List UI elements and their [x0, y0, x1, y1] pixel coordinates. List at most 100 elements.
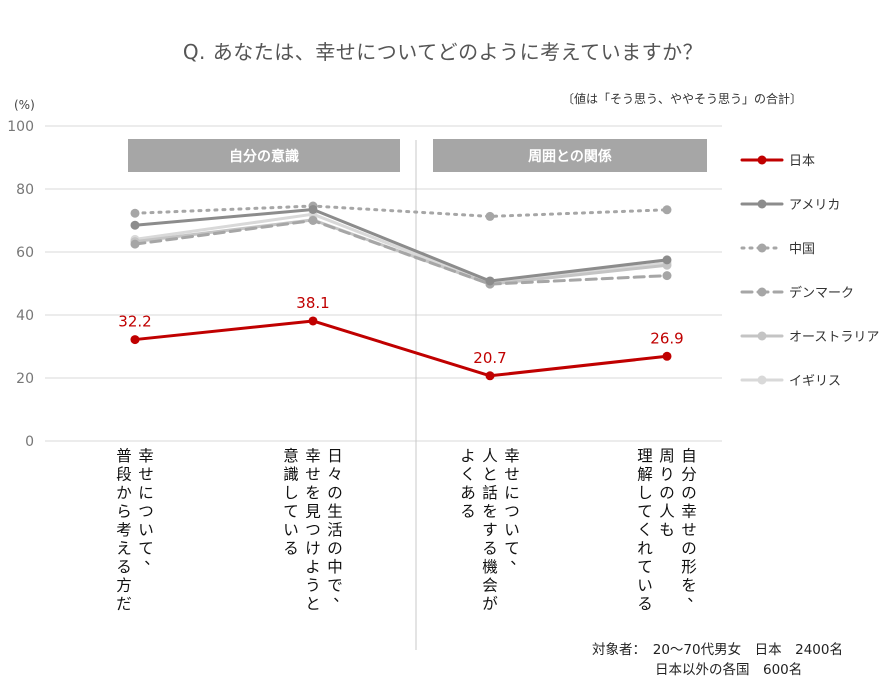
data-point — [485, 211, 495, 221]
category-label-char: 中 — [327, 558, 343, 576]
legend-label: アメリカ — [789, 198, 840, 213]
category-label-char: て — [637, 503, 653, 521]
data-point — [662, 351, 672, 361]
category-label-char: せ — [138, 466, 154, 484]
data-point — [662, 255, 672, 265]
category-label-char: 、 — [687, 587, 703, 605]
legend-marker — [757, 375, 767, 385]
category-label-char: し — [637, 484, 653, 502]
category-label-char: せ — [305, 466, 321, 484]
category-label-char: せ — [681, 521, 697, 539]
data-point — [130, 335, 140, 345]
data-point — [662, 271, 672, 281]
legend-label: 中国 — [789, 242, 815, 257]
chart-title: Q. あなたは、幸せについてどのように考えていますか？ — [182, 40, 704, 64]
category-label-char: う — [305, 577, 321, 595]
category-label-char: 活 — [327, 521, 343, 539]
data-label: 20.7 — [473, 349, 506, 367]
category-label-char: 日 — [327, 447, 343, 465]
category-label-char: 、 — [510, 550, 526, 568]
category-label-char: ら — [116, 503, 132, 521]
series-line — [133, 319, 669, 378]
category-label-char: 人 — [659, 503, 675, 521]
category-label-char: 幸 — [681, 503, 697, 521]
category-label-char: 幸 — [305, 447, 321, 465]
data-point — [485, 276, 495, 286]
category-label-char: せ — [504, 466, 520, 484]
series-line — [133, 219, 669, 286]
category-label-char: 普 — [116, 447, 132, 465]
category-label-char: え — [116, 540, 132, 558]
category-label-char: る — [283, 540, 299, 558]
data-point — [130, 239, 140, 249]
category-label-char: も — [659, 521, 675, 539]
data-point — [308, 216, 318, 225]
y-tick-label: 0 — [25, 434, 34, 450]
category-label-char: に — [504, 484, 520, 502]
category-label-char: が — [482, 595, 498, 613]
category-label-char: し — [283, 484, 299, 502]
category-label-char: つ — [138, 503, 154, 521]
category-label-char: 考 — [116, 521, 132, 539]
data-label: 38.1 — [296, 294, 329, 312]
section-header-box — [433, 139, 707, 172]
category-label-char: だ — [116, 595, 132, 613]
y-unit-label: (%) — [14, 98, 35, 112]
category-label-char: の — [681, 484, 697, 502]
category-label-char: い — [283, 521, 299, 539]
category-label-char: 、 — [144, 550, 160, 568]
category-label-char: 話 — [482, 484, 498, 502]
category-label-char: 見 — [305, 503, 321, 521]
respondents-line-1: 対象者： 20～70代男女 日本 2400名 — [592, 642, 843, 658]
data-point — [308, 316, 318, 326]
legend-marker — [757, 287, 767, 297]
category-label-char: て — [138, 540, 154, 558]
legend-label: イギリス — [789, 374, 841, 389]
category-label-char: る — [637, 595, 653, 613]
category-label-char: る — [116, 558, 132, 576]
category-label-char: つ — [504, 503, 520, 521]
data-label: 26.9 — [650, 329, 683, 347]
category-label-char: 解 — [637, 466, 653, 484]
category-label-char: 幸 — [504, 447, 520, 465]
legend-label: オーストラリア — [789, 330, 879, 345]
category-label-char: 会 — [482, 577, 498, 595]
section-header-box — [128, 139, 400, 172]
series-line — [133, 207, 669, 283]
value-note: 〔値は「そう思う、ややそう思う」の合計〕 — [561, 92, 802, 106]
category-label-char: 幸 — [138, 447, 154, 465]
category-label-char: を — [305, 484, 321, 502]
category-label-char: け — [305, 540, 321, 558]
category-label-char: 、 — [333, 587, 349, 605]
category-label-char: 形 — [681, 558, 697, 576]
legend-marker — [757, 199, 767, 209]
category-label-char: い — [138, 521, 154, 539]
category-label-char: い — [637, 577, 653, 595]
category-label-char: 識 — [283, 466, 299, 484]
legend-marker — [757, 243, 767, 253]
respondents-note: 対象者： 20～70代男女 日本 2400名 日本以外の各国 600名 — [592, 640, 843, 680]
data-point — [485, 371, 495, 381]
legend-marker — [757, 155, 767, 165]
category-label-char: 分 — [681, 466, 697, 484]
category-label-char: す — [482, 521, 498, 539]
category-label-char: に — [138, 484, 154, 502]
section-header-label: 周囲との関係 — [528, 148, 612, 165]
data-label: 32.2 — [118, 313, 151, 331]
series-line — [133, 212, 669, 285]
category-label-char: と — [305, 595, 321, 613]
data-point — [662, 205, 672, 215]
category-label-char: く — [637, 521, 653, 539]
legend-label: デンマーク — [789, 285, 854, 301]
category-label-char: て — [637, 558, 653, 576]
series-line — [133, 204, 669, 218]
category-label-char: で — [327, 577, 343, 595]
legend-label: 日本 — [789, 154, 815, 169]
category-label-char: よ — [305, 558, 321, 576]
category-label-char: か — [116, 484, 132, 502]
category-label-char: 理 — [637, 447, 653, 465]
category-label-char: い — [504, 521, 520, 539]
data-point — [130, 208, 140, 218]
section-header-label: 自分の意識 — [229, 148, 299, 165]
